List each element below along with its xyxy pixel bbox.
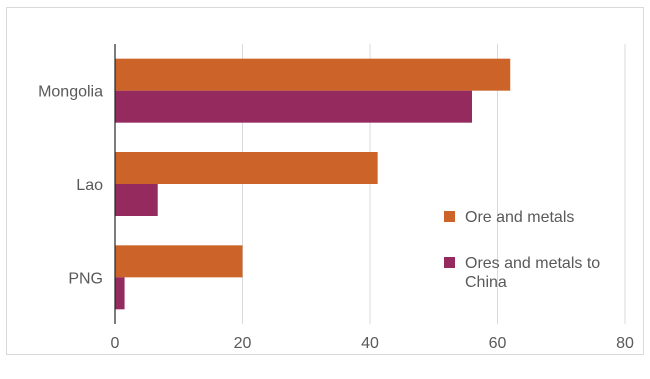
category-label: PNG <box>68 270 103 287</box>
bar-png-series-1 <box>115 245 243 278</box>
x-tick-label: 60 <box>489 335 507 352</box>
bar-lao-series-2 <box>115 184 158 216</box>
x-tick-label: 0 <box>111 335 120 352</box>
x-tick-label: 40 <box>361 335 379 352</box>
bar-lao-series-1 <box>115 152 378 184</box>
legend-swatch-series-2 <box>444 257 455 268</box>
bar-mongolia-series-2 <box>115 90 472 123</box>
legend-swatch-series-1 <box>444 211 455 222</box>
legend-label-series-2: Ores and metals to China <box>465 255 600 291</box>
x-tick-label: 80 <box>616 335 634 352</box>
x-tick-label: 20 <box>234 335 252 352</box>
category-label: Lao <box>76 177 103 194</box>
bar-png-series-2 <box>115 277 125 310</box>
category-label: Mongolia <box>38 84 103 101</box>
bar-mongolia-series-1 <box>115 58 511 91</box>
legend-label-series-1: Ore and metals <box>465 209 574 226</box>
